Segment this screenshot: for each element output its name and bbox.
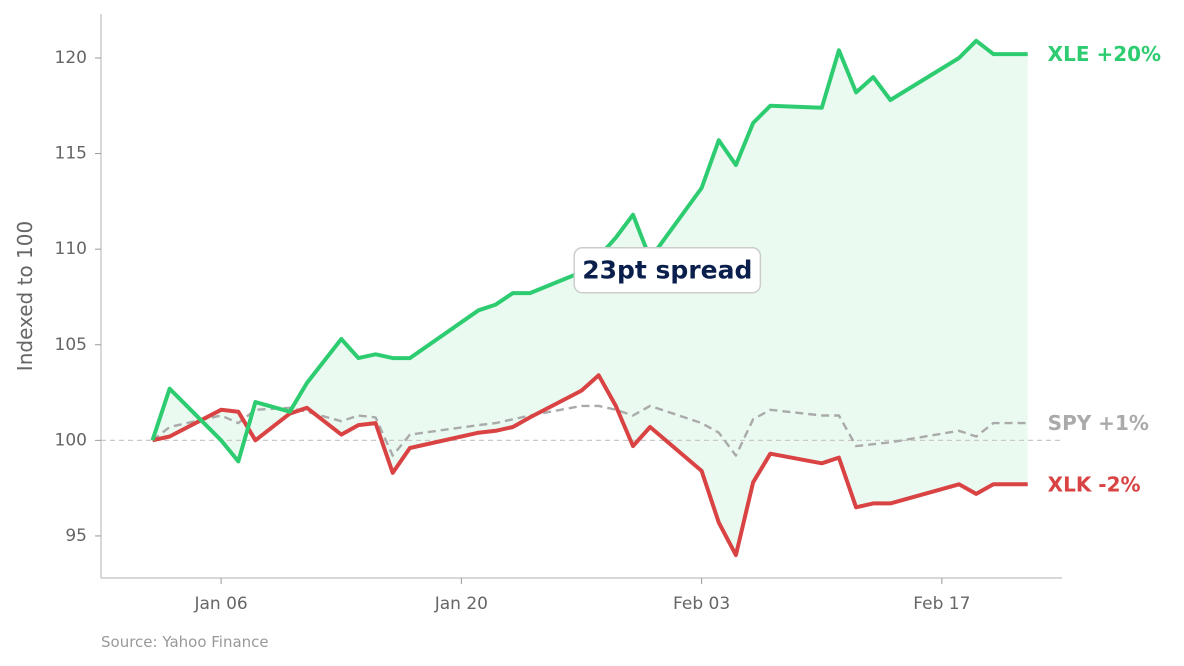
y-tick-label: 105 [55, 335, 87, 355]
y-tick-label: 95 [65, 526, 87, 546]
spread-fill-layer [152, 40, 1028, 556]
end-label-spy: SPY +1% [1048, 411, 1149, 435]
spread-annotation: 23pt spread [582, 256, 752, 285]
series-line-spy [151, 404, 1028, 457]
spread-fill-area [152, 40, 1028, 556]
y-tick-label: 100 [55, 430, 87, 450]
x-tick-label: Jan 06 [194, 594, 248, 614]
end-label-xle: XLE +20% [1048, 42, 1161, 66]
y-tick-label: 110 [55, 239, 87, 259]
x-tick-label: Feb 17 [913, 594, 970, 614]
series-line-xlk [152, 373, 1028, 558]
end-label-xlk: XLK -2% [1048, 472, 1141, 496]
y-tick-label: 120 [55, 48, 87, 68]
source-note: Source: Yahoo Finance [101, 633, 269, 651]
y-axis-title: Indexed to 100 [13, 221, 37, 371]
x-tick-label: Feb 03 [673, 594, 730, 614]
annotation-layer: 23pt spread [573, 246, 762, 294]
x-tick-label: Jan 20 [434, 594, 488, 614]
y-tick-label: 115 [55, 144, 87, 164]
spread-annotation-box [573, 246, 762, 294]
end-labels: XLE +20% XLK -2% SPY +1% [1048, 42, 1161, 496]
axes: 95 100 105 110 115 120 Jan 06 Jan 20 Feb 03 Feb 1… [55, 14, 1062, 614]
